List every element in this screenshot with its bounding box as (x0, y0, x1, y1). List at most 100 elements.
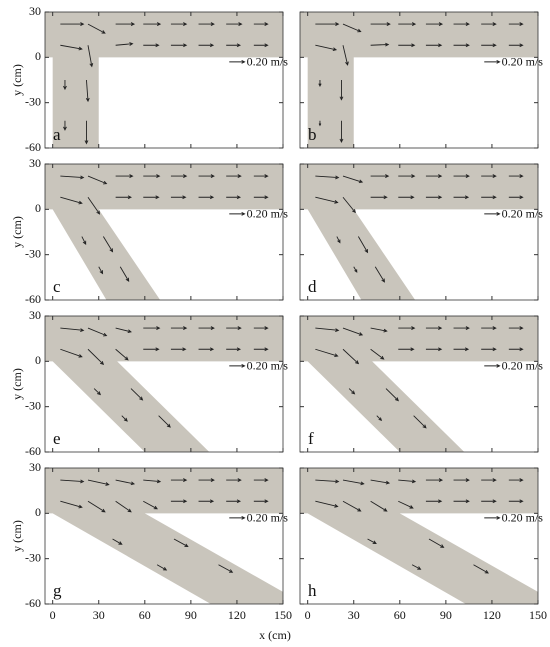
channel (45, 468, 283, 604)
velocity-arrow (370, 327, 388, 333)
velocity-arrow (315, 196, 339, 204)
velocity-arrow (398, 22, 417, 26)
velocity-arrow (508, 22, 524, 26)
velocity-arrow (115, 195, 132, 200)
axes-frame (299, 163, 539, 301)
velocity-arrow (342, 23, 362, 33)
velocity-arrow (115, 500, 132, 513)
velocity-arrow (481, 195, 497, 200)
velocity-arrow (253, 195, 269, 200)
velocity-arrow (253, 22, 269, 26)
velocity-arrow (87, 23, 106, 34)
velocity-arrow (453, 347, 470, 352)
velocity-arrow (481, 499, 497, 504)
scale-arrow (484, 515, 501, 520)
panel-letter: g (53, 581, 62, 600)
scale-arrow (229, 211, 246, 216)
velocity-arrow (370, 195, 388, 200)
velocity-arrow (342, 196, 356, 214)
velocity-arrow (198, 326, 215, 330)
velocity-arrow (98, 266, 104, 275)
panel: 0.20 m/s -60 -30 0 30 c y (cm) (10, 156, 289, 306)
velocity-arrow (425, 43, 443, 48)
y-tick-label: 30 (29, 460, 41, 474)
scale-label: 0.20 m/s (502, 55, 544, 69)
velocity-arrow (398, 326, 416, 330)
panel-letter: f (308, 429, 314, 448)
axes-frame (44, 467, 284, 605)
axes-frame (44, 11, 284, 149)
velocity-arrow (425, 174, 443, 178)
velocity-arrow (226, 326, 242, 330)
velocity-arrow (315, 44, 338, 52)
velocity-arrow (173, 538, 189, 548)
channel (300, 316, 538, 452)
velocity-arrow (87, 327, 108, 337)
velocity-arrow (143, 326, 161, 330)
velocity-arrow (315, 22, 340, 26)
velocity-arrow (143, 479, 162, 484)
channel (45, 164, 283, 300)
velocity-arrow (425, 499, 443, 504)
velocity-arrow (315, 327, 340, 332)
y-tick-label: -60 (25, 596, 41, 610)
y-axis-label: y (cm) (10, 64, 24, 96)
velocity-arrow (315, 348, 339, 358)
channel (300, 164, 538, 300)
velocity-arrow (508, 499, 524, 504)
velocity-arrow (158, 415, 171, 428)
velocity-arrow (115, 327, 132, 334)
velocity-arrow (170, 43, 188, 48)
velocity-arrow (425, 478, 444, 482)
y-axis-label: y (cm) (10, 216, 24, 248)
velocity-arrow (481, 22, 497, 26)
velocity-arrow (425, 347, 443, 352)
velocity-arrow (508, 174, 524, 178)
x-tick-label: 30 (93, 608, 105, 622)
y-tick-label: -60 (25, 140, 41, 154)
velocity-arrow (453, 326, 470, 330)
y-tick-label: 30 (29, 308, 41, 322)
velocity-arrow (112, 538, 123, 545)
velocity-arrow (508, 478, 524, 482)
velocity-arrow (508, 195, 524, 200)
x-tick-label: 60 (394, 608, 406, 622)
velocity-arrow (81, 236, 87, 245)
velocity-arrow (115, 22, 136, 26)
velocity-arrow (370, 348, 385, 360)
velocity-arrow (226, 22, 243, 26)
velocity-arrow (143, 22, 162, 26)
panel: 0.20 m/s 0 30 60 90 120 150 h (299, 467, 547, 622)
x-tick-label: 90 (440, 608, 452, 622)
velocity-arrow (170, 478, 188, 482)
velocity-arrow (398, 479, 417, 484)
velocity-arrow (63, 80, 67, 91)
velocity-arrow (398, 174, 416, 178)
velocity-arrow (370, 500, 388, 512)
velocity-arrow (473, 564, 489, 574)
velocity-arrow (198, 43, 215, 48)
channel (45, 12, 283, 148)
velocity-arrow (481, 347, 497, 352)
y-tick-label: 0 (35, 49, 41, 63)
x-tick-label: 0 (50, 608, 56, 622)
velocity-arrow (143, 347, 160, 352)
velocity-arrow (348, 388, 356, 395)
velocity-arrow (170, 499, 188, 504)
velocity-arrow (336, 236, 341, 244)
velocity-arrow (198, 22, 215, 26)
panel: 0.20 m/s -60 -30 0 30 e y (cm) (10, 308, 289, 458)
velocity-arrow (60, 175, 85, 180)
x-tick-label: 90 (185, 608, 197, 622)
scale-label: 0.20 m/s (247, 511, 289, 525)
x-tick-label: 150 (274, 608, 292, 622)
velocity-arrow (342, 500, 362, 512)
velocity-arrow (170, 174, 188, 178)
velocity-arrow (508, 347, 524, 352)
panel-letter: b (308, 125, 317, 144)
velocity-arrow (425, 326, 443, 330)
velocity-arrow (143, 43, 160, 48)
y-tick-label: -30 (25, 398, 41, 412)
axes-frame (44, 315, 284, 453)
velocity-arrow (130, 388, 144, 401)
